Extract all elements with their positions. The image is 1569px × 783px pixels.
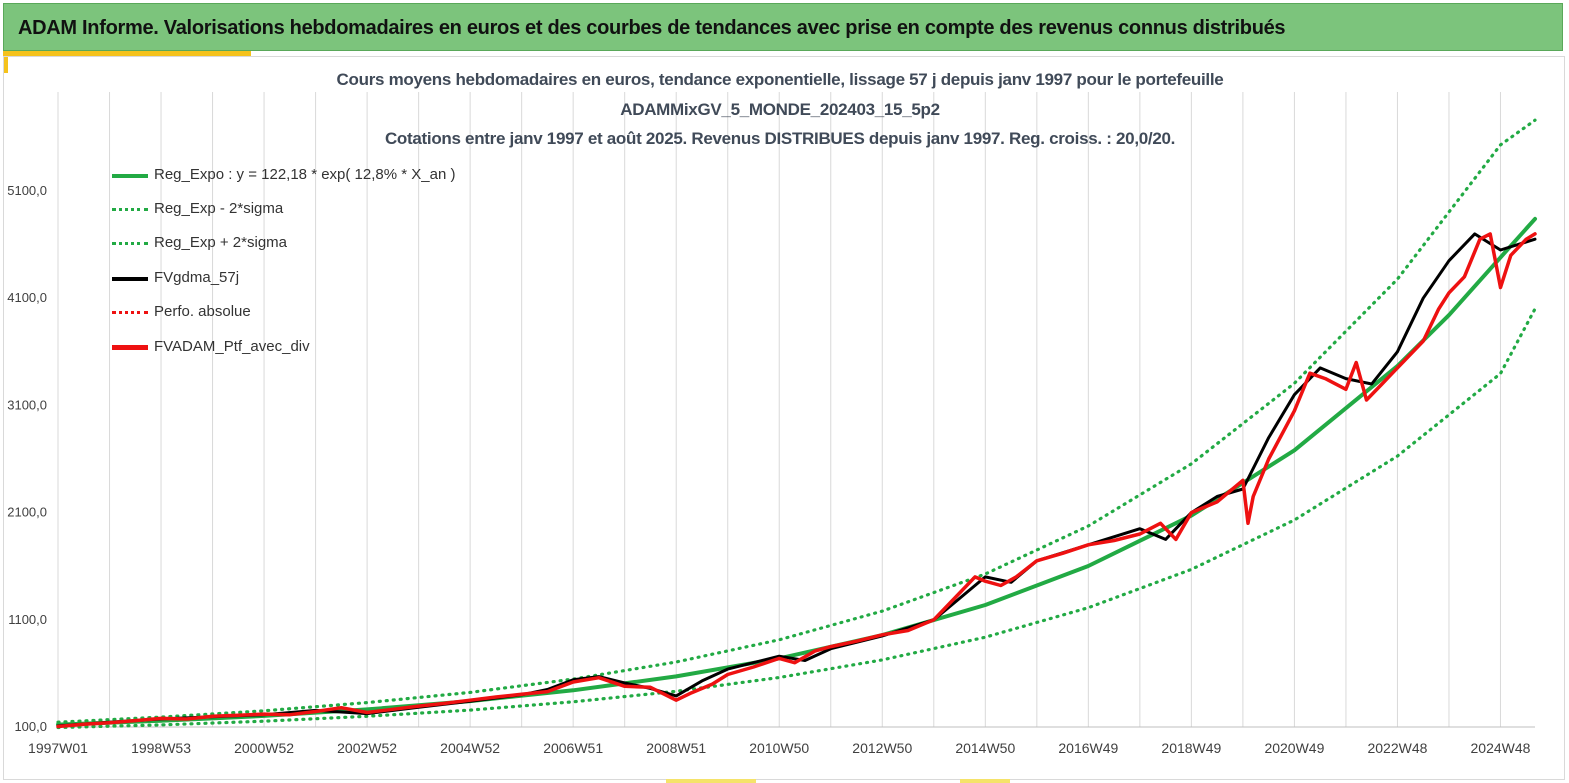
series-reg-expo <box>56 216 1537 727</box>
x-tick-label: 2008W51 <box>646 740 706 756</box>
legend-swatch-perfo <box>112 311 148 314</box>
chart-frame <box>3 56 1565 780</box>
x-tick-label: 1997W01 <box>28 740 88 756</box>
legend-swatch-reg-expo <box>112 174 148 178</box>
legend-swatch-fvadam <box>112 345 148 350</box>
legend-label-fvgdma: FVgdma_57j <box>154 269 240 286</box>
legend-label-reg-expo: Reg_Expo : y = 122,18 * exp( 12,8% * X_a… <box>154 166 456 183</box>
x-tick-label: 2016W49 <box>1058 740 1118 756</box>
x-tick-label: 2000W52 <box>234 740 294 756</box>
x-tick-label: 2006W51 <box>543 740 603 756</box>
x-tick-label: 2012W50 <box>852 740 912 756</box>
x-tick-label: 2004W52 <box>440 740 500 756</box>
x-tick-label: 2002W52 <box>337 740 397 756</box>
x-tick-label: 2010W50 <box>749 740 809 756</box>
y-tick-label: 4100,0 <box>7 290 47 305</box>
bottom-accent-2 <box>960 779 1010 783</box>
series-fvgdma <box>56 232 1537 728</box>
legend-label-fvadam: FVADAM_Ptf_avec_div <box>154 338 310 355</box>
y-tick-label: 100,0 <box>14 719 47 734</box>
legend-swatch-reg-exp-minus <box>112 208 148 211</box>
legend-label-perfo: Perfo. absolue <box>154 303 251 320</box>
x-tick-label: 2024W48 <box>1471 740 1531 756</box>
bottom-accent <box>666 779 756 783</box>
legend-label-reg-exp-plus: Reg_Exp + 2*sigma <box>154 234 287 251</box>
x-tick-label: 2018W49 <box>1161 740 1221 756</box>
y-tick-label: 2100,0 <box>7 505 47 520</box>
accent-bar <box>3 51 251 56</box>
y-tick-label: 5100,0 <box>7 183 47 198</box>
y-tick-label: 1100,0 <box>8 612 47 627</box>
legend-label-reg-exp-minus: Reg_Exp - 2*sigma <box>154 200 284 217</box>
chart-title-line-2: ADAMMixGV_5_MONDE_202403_15_5p2 <box>620 100 940 119</box>
page-banner: ADAM Informe. Valorisations hebdomadaire… <box>3 3 1563 51</box>
accent-bar-left <box>3 51 8 73</box>
series-fvadam <box>56 232 1537 729</box>
x-tick-label: 2014W50 <box>955 740 1015 756</box>
chart-title-line-3: Cotations entre janv 1997 et août 2025. … <box>384 129 1176 148</box>
page-title: ADAM Informe. Valorisations hebdomadaire… <box>18 17 1286 39</box>
series-reg-exp-minus <box>56 307 1537 730</box>
y-tick-label: 3100,0 <box>7 397 47 412</box>
legend-swatch-fvgdma <box>112 277 148 281</box>
legend-swatch-reg-exp-plus <box>112 242 148 245</box>
series-reg-exp-plus <box>56 118 1537 724</box>
x-tick-label: 1998W53 <box>131 740 191 756</box>
chart-title-line-1: Cours moyens hebdomadaires en euros, ten… <box>336 70 1224 89</box>
x-tick-label: 2022W48 <box>1367 740 1427 756</box>
x-tick-label: 2020W49 <box>1264 740 1324 756</box>
